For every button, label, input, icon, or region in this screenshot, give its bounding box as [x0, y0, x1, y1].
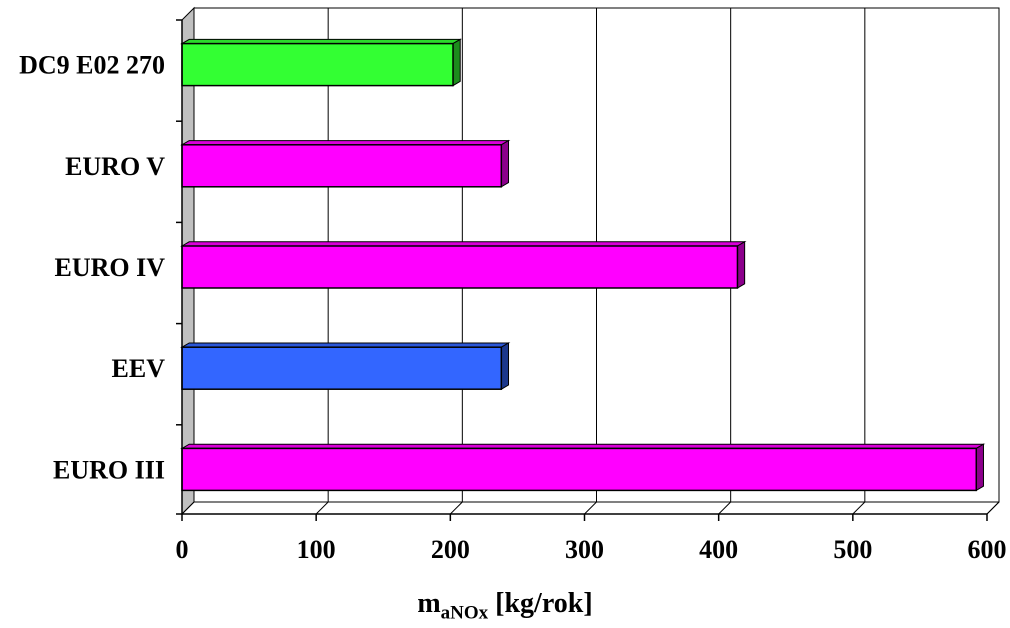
- x-tick-label-400: 400: [699, 535, 738, 564]
- floor-line-500: [852, 501, 866, 515]
- bar-0: [181, 42, 454, 87]
- category-label-3: EEV: [112, 354, 166, 383]
- category-label-2: EURO IV: [54, 253, 165, 282]
- category-label-4: EURO III: [53, 455, 165, 484]
- x-tick-label-0: 0: [176, 535, 189, 564]
- x-tick-label-100: 100: [297, 535, 336, 564]
- axes: [176, 19, 1000, 521]
- bar-1: [181, 144, 503, 188]
- bars: [180, 38, 986, 492]
- floor-line-0: [181, 501, 195, 515]
- x-axis-end: [986, 501, 1000, 515]
- x-tick-label-600: 600: [968, 535, 1007, 564]
- x-axis-label-subscript: aNOx: [440, 602, 489, 624]
- x-axis-label-main: m: [417, 588, 441, 619]
- x-tick-label-300: 300: [565, 535, 604, 564]
- floor-line-100: [315, 501, 329, 515]
- bar-2: [181, 245, 739, 289]
- x-tick-label-500: 500: [833, 535, 872, 564]
- category-labels: DC9 E02 270 EURO V EURO IV EEV EURO III: [19, 51, 165, 485]
- bar-3: [181, 346, 503, 390]
- bar-end-4: [975, 443, 984, 492]
- bar-4: [181, 447, 978, 492]
- floor-line-300: [584, 501, 597, 515]
- x-tick-label-200: 200: [431, 535, 470, 564]
- category-label-0: DC9 E02 270: [19, 51, 165, 80]
- bar-end-1: [500, 139, 510, 188]
- x-axis-label: maNOx [kg/rok]: [0, 588, 1010, 625]
- floor-line-200: [449, 501, 463, 515]
- tick-labels: 0 100 200 300 400 500 600: [176, 535, 1007, 564]
- bar-end-0: [452, 38, 461, 87]
- bar-end-2: [736, 240, 746, 289]
- x-axis-label-unit: [kg/rok]: [488, 588, 593, 619]
- category-label-1: EURO V: [65, 152, 165, 181]
- floor-line-400: [718, 501, 732, 515]
- bar-end-3: [500, 342, 510, 391]
